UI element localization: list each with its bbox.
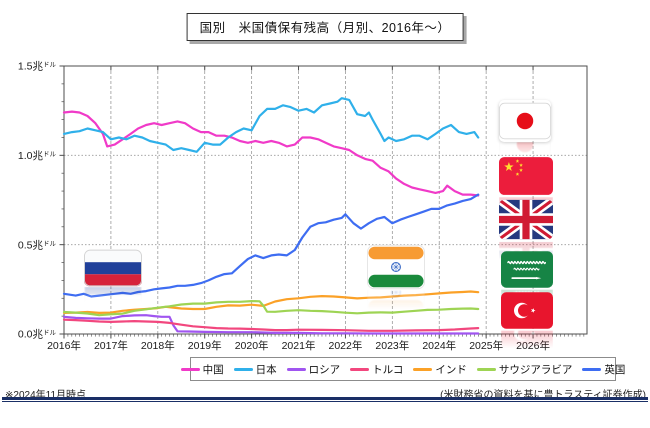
legend-item-インド: インド	[413, 362, 467, 377]
svg-text:0.0兆ドル: 0.0兆ドル	[18, 329, 57, 341]
legend-label: 日本	[255, 363, 277, 376]
svg-text:1.0兆ドル: 1.0兆ドル	[18, 150, 57, 162]
legend-label: インド	[435, 363, 467, 376]
legend-line-swatch	[413, 367, 433, 371]
chart-legend: 中国 日本 ロシア トルコ インド サウジアラビア 英国	[180, 357, 625, 381]
legend-item-日本: 日本	[233, 362, 277, 377]
legend-line-swatch	[286, 367, 306, 371]
legend-item-ロシア: ロシア	[286, 362, 341, 377]
svg-text:0.5兆ドル: 0.5兆ドル	[18, 239, 57, 251]
legend-item-中国: 中国	[180, 362, 224, 377]
legend-item-サウジアラビア: サウジアラビア	[476, 362, 573, 377]
legend-line-swatch	[350, 367, 370, 371]
as-of-footnote: ※2024年11月時点	[5, 390, 87, 401]
saudi-arabia-flag-icon	[501, 249, 553, 310]
svg-text:1.5兆ドル: 1.5兆ドル	[18, 61, 57, 73]
china-flag-icon	[499, 155, 553, 218]
svg-text:2016年: 2016年	[47, 339, 81, 352]
legend-line-swatch	[476, 367, 496, 371]
legend-line-swatch	[582, 367, 602, 371]
uk-flag-icon	[499, 197, 553, 264]
svg-text:2026年: 2026年	[516, 339, 550, 352]
legend-label: 中国	[202, 363, 224, 376]
svg-text:2020年: 2020年	[235, 339, 269, 352]
svg-text:2019年: 2019年	[188, 339, 222, 352]
turkey-flag-icon	[501, 290, 553, 351]
svg-text:2025年: 2025年	[469, 339, 503, 352]
svg-text:2024年: 2024年	[422, 339, 456, 352]
legend-label: サウジアラビア	[498, 363, 573, 376]
footer-divider	[2, 397, 648, 402]
legend-label: トルコ	[372, 363, 404, 376]
svg-text:2018年: 2018年	[141, 339, 175, 352]
svg-text:2022年: 2022年	[329, 339, 363, 352]
svg-text:2017年: 2017年	[94, 339, 128, 352]
india-flag-icon	[367, 244, 425, 315]
source-footnote: (米財務省の資料を基に豊トラスティ証券作成)	[440, 390, 646, 401]
chart-title: 国別 米国債保有残高（月別、2016年～）	[186, 13, 464, 41]
legend-line-swatch	[180, 367, 200, 371]
svg-text:2023年: 2023年	[375, 339, 409, 352]
russia-flag-icon	[84, 249, 142, 307]
legend-label: 英国	[604, 363, 626, 376]
legend-line-swatch	[233, 367, 253, 371]
legend-label: ロシア	[308, 363, 341, 376]
japan-flag-icon	[499, 100, 551, 162]
svg-text:2021年: 2021年	[282, 339, 316, 352]
legend-item-トルコ: トルコ	[350, 362, 403, 377]
legend-item-英国: 英国	[582, 362, 625, 377]
